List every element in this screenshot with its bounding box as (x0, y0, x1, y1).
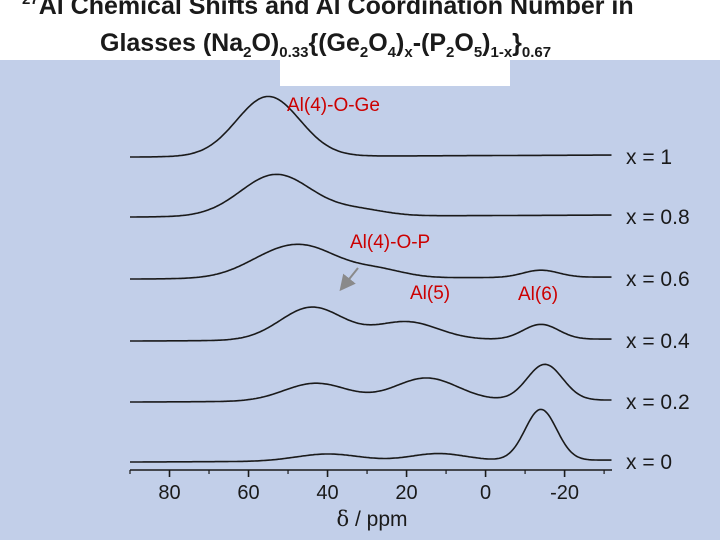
title-part: Glasses (Na (100, 29, 244, 57)
series-label: x = 0.6 (626, 268, 690, 291)
title-part: {(Ge (308, 29, 360, 57)
spectrum-line (130, 363, 612, 403)
spectra-group (130, 95, 612, 463)
white-cover-block (280, 58, 510, 86)
title-line-2: Glasses (Na2O)0.33{(Ge2O4)x-(P2O5)1-x}0.… (100, 29, 551, 61)
x-tick-label: 20 (395, 482, 417, 504)
spectrum-line (130, 306, 612, 342)
title-subscript: 1-x (490, 44, 513, 61)
annotation-arrow (339, 267, 359, 292)
peak-annotation: Al(4)-O-P (350, 232, 430, 253)
x-axis-title: δ / ppm (336, 507, 407, 531)
series-label: x = 0.2 (626, 391, 690, 414)
series-label: x = 1 (626, 146, 672, 169)
x-tick-label: 60 (237, 482, 259, 504)
title-subscript: 0.67 (521, 44, 552, 61)
title-subscript: 4 (387, 44, 397, 61)
title-part: ) (396, 29, 405, 57)
spectrum-line (130, 408, 612, 463)
x-axis: 80 60 40 20 0 -20 δ / ppm (129, 469, 612, 531)
x-tick-label: -20 (550, 482, 579, 504)
title-subscript: 2 (243, 44, 252, 61)
title-subscript: 5 (473, 44, 483, 61)
title-part: O (368, 29, 388, 57)
x-tick-label: 0 (480, 482, 491, 504)
spectrum-line (130, 173, 612, 218)
series-labels-group: x = 1 x = 0.8 x = 0.6 x = 0.4 x = 0.2 x = 0 (626, 146, 690, 474)
title-subscript: x (404, 44, 413, 61)
spectrum-line (130, 95, 612, 158)
x-axis-unit: / ppm (349, 508, 407, 531)
title-subscript: 2 (446, 44, 455, 61)
title-part: O) (251, 29, 280, 57)
isotope-superscript: 27 (22, 0, 39, 8)
series-label: x = 0.4 (626, 330, 690, 353)
annotations-group: Al(4)-O-Ge Al(4)-O-P Al(5) Al(6) (287, 95, 558, 305)
spectrum-line (130, 243, 612, 280)
title-subscript: 2 (359, 44, 369, 61)
x-ticks-group: 80 60 40 20 0 -20 (129, 470, 605, 504)
peak-annotation: Al(6) (518, 284, 558, 305)
title-part: ) (482, 29, 491, 57)
title-part: } (512, 29, 522, 57)
peak-annotation: Al(5) (410, 283, 450, 304)
title-subscript: 0.33 (279, 44, 309, 61)
peak-annotation: Al(4)-O-Ge (287, 95, 380, 116)
title-part: -(P (412, 29, 447, 57)
x-axis-symbol: δ (336, 507, 349, 531)
x-tick-label: 40 (316, 482, 338, 504)
title-line-1: 27Al Chemical Shifts and Al Coordination… (22, 0, 634, 21)
series-label: x = 0.8 (626, 206, 690, 229)
series-label: x = 0 (626, 451, 672, 474)
x-tick-label: 80 (158, 482, 180, 504)
slide-title: 27Al Chemical Shifts and Al Coordination… (0, 0, 720, 62)
title-line-1-text: Al Chemical Shifts and Al Coordination N… (38, 0, 634, 20)
title-part: O (454, 29, 474, 57)
